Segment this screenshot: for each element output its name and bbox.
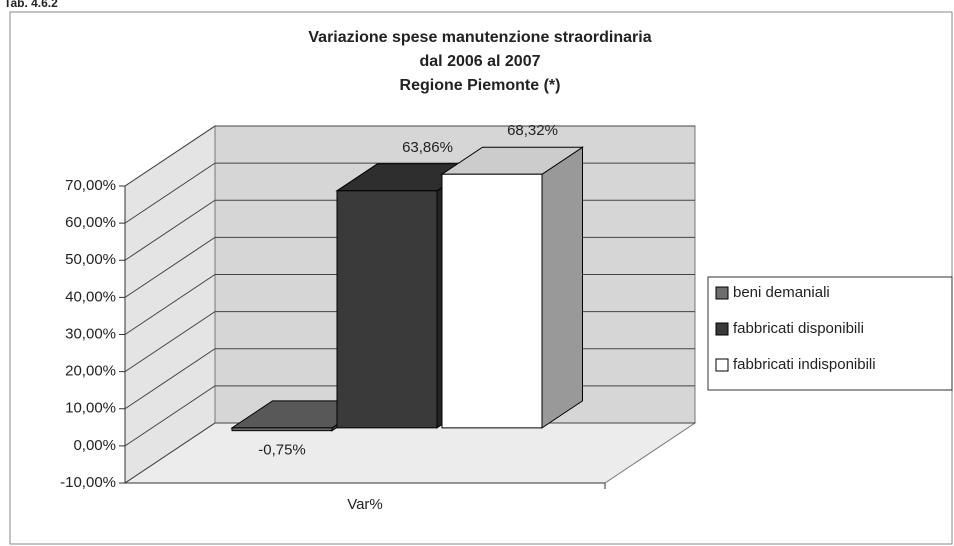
data-label: 68,32% [507,122,558,139]
chart-title: Variazione spese manutenzione straordina… [308,29,651,46]
x-tick-label: Var% [347,496,383,513]
bar-side [541,146,583,429]
bar [441,173,543,429]
data-label: -0,75% [258,442,306,459]
bar [336,190,438,429]
y-tick-label: -10,00% [60,474,116,491]
caption: Tab. 4.6.2 [4,0,58,10]
grid-line [124,125,695,187]
y-tick-label: 0,00% [73,437,116,454]
legend-label: fabbricati disponibili [733,320,864,337]
y-tick-label: 30,00% [65,325,116,342]
legend-label: fabbricati indisponibili [733,356,876,373]
y-tick-label: 20,00% [65,363,116,380]
floor [123,422,697,484]
data-label: 63,86% [402,139,453,156]
y-tick-label: 60,00% [65,214,116,231]
legend [707,276,953,391]
chart-title: Regione Piemonte (*) [400,77,561,94]
y-tick-label: 10,00% [65,400,116,417]
legend-swatch [715,286,729,300]
y-tick-label: 40,00% [65,288,116,305]
y-tick-label: 50,00% [65,251,116,268]
legend-swatch [715,322,729,336]
y-tick-label: 70,00% [65,177,116,194]
chart-title: dal 2006 al 2007 [420,53,541,70]
legend-label: beni demaniali [733,284,830,301]
bar [231,427,333,432]
legend-swatch [715,358,729,372]
